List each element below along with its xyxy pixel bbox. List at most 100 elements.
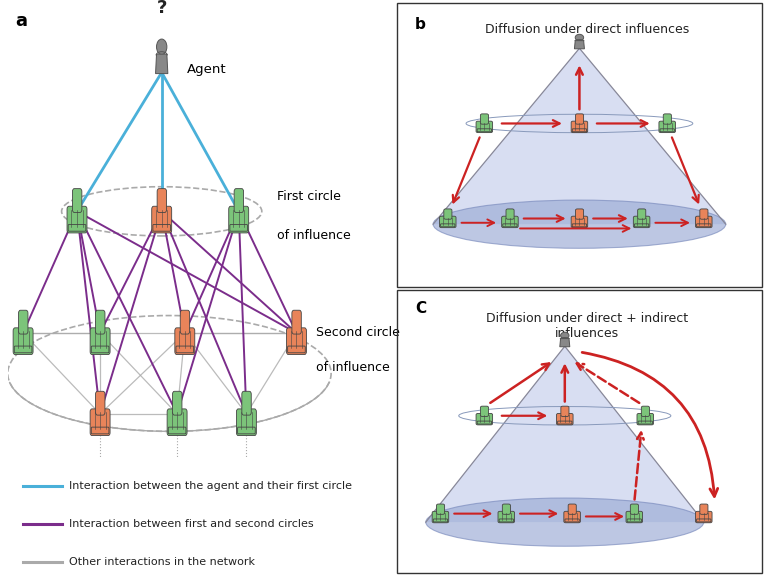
FancyArrowPatch shape: [582, 353, 718, 496]
FancyBboxPatch shape: [568, 504, 576, 514]
Text: C: C: [415, 301, 426, 316]
FancyBboxPatch shape: [13, 328, 33, 354]
FancyBboxPatch shape: [660, 129, 675, 132]
FancyBboxPatch shape: [637, 413, 654, 425]
FancyBboxPatch shape: [234, 189, 243, 212]
FancyBboxPatch shape: [506, 209, 514, 219]
Text: a: a: [15, 12, 28, 30]
FancyBboxPatch shape: [72, 189, 82, 212]
Ellipse shape: [433, 200, 725, 248]
FancyBboxPatch shape: [92, 346, 109, 353]
FancyBboxPatch shape: [697, 224, 711, 227]
FancyBboxPatch shape: [631, 504, 638, 514]
FancyBboxPatch shape: [503, 224, 517, 227]
FancyBboxPatch shape: [627, 519, 641, 522]
Circle shape: [156, 39, 167, 54]
FancyBboxPatch shape: [697, 519, 711, 522]
FancyBboxPatch shape: [444, 209, 452, 219]
FancyBboxPatch shape: [498, 511, 514, 523]
FancyBboxPatch shape: [476, 121, 493, 133]
Polygon shape: [579, 48, 725, 224]
FancyBboxPatch shape: [69, 225, 85, 231]
FancyBboxPatch shape: [152, 206, 172, 233]
Circle shape: [575, 34, 584, 41]
FancyBboxPatch shape: [434, 519, 447, 522]
FancyBboxPatch shape: [502, 504, 511, 514]
FancyBboxPatch shape: [571, 121, 588, 133]
FancyBboxPatch shape: [695, 511, 712, 523]
Text: Agent: Agent: [186, 63, 226, 76]
Polygon shape: [564, 346, 704, 522]
FancyBboxPatch shape: [167, 409, 187, 435]
FancyBboxPatch shape: [169, 427, 186, 434]
Text: Other interactions in the network: Other interactions in the network: [69, 556, 256, 567]
FancyBboxPatch shape: [292, 310, 301, 334]
FancyBboxPatch shape: [67, 206, 87, 233]
FancyBboxPatch shape: [700, 209, 708, 219]
FancyBboxPatch shape: [557, 413, 573, 425]
FancyBboxPatch shape: [440, 224, 455, 227]
Text: Interaction between the agent and their first circle: Interaction between the agent and their …: [69, 481, 353, 492]
FancyBboxPatch shape: [90, 409, 110, 435]
FancyBboxPatch shape: [176, 346, 193, 353]
FancyBboxPatch shape: [572, 129, 587, 132]
Text: ?: ?: [156, 0, 167, 17]
FancyBboxPatch shape: [175, 328, 195, 354]
Text: Interaction between first and second circles: Interaction between first and second cir…: [69, 519, 314, 529]
FancyBboxPatch shape: [700, 504, 708, 514]
FancyBboxPatch shape: [432, 511, 449, 523]
FancyBboxPatch shape: [440, 216, 456, 228]
FancyBboxPatch shape: [18, 310, 28, 334]
FancyBboxPatch shape: [634, 224, 649, 227]
FancyBboxPatch shape: [480, 114, 488, 124]
FancyBboxPatch shape: [229, 206, 249, 233]
FancyBboxPatch shape: [476, 413, 493, 425]
Circle shape: [561, 332, 569, 339]
Polygon shape: [156, 54, 168, 74]
FancyBboxPatch shape: [15, 346, 32, 353]
FancyBboxPatch shape: [180, 310, 189, 334]
Polygon shape: [426, 346, 704, 522]
FancyBboxPatch shape: [477, 421, 491, 424]
FancyBboxPatch shape: [95, 391, 105, 415]
FancyBboxPatch shape: [663, 114, 671, 124]
FancyBboxPatch shape: [242, 391, 251, 415]
FancyBboxPatch shape: [288, 346, 305, 353]
Text: of influence: of influence: [316, 361, 390, 374]
FancyBboxPatch shape: [230, 225, 247, 231]
FancyBboxPatch shape: [572, 224, 587, 227]
FancyBboxPatch shape: [480, 406, 488, 416]
Polygon shape: [560, 339, 570, 347]
FancyBboxPatch shape: [575, 209, 584, 219]
FancyBboxPatch shape: [641, 406, 649, 416]
FancyBboxPatch shape: [565, 519, 579, 522]
FancyBboxPatch shape: [571, 216, 588, 228]
FancyBboxPatch shape: [695, 216, 712, 228]
FancyBboxPatch shape: [437, 504, 444, 514]
Text: First circle: First circle: [277, 190, 341, 203]
FancyBboxPatch shape: [286, 328, 306, 354]
FancyBboxPatch shape: [626, 511, 642, 523]
FancyBboxPatch shape: [236, 409, 256, 435]
FancyBboxPatch shape: [153, 225, 170, 231]
Text: of influence: of influence: [277, 229, 351, 242]
FancyBboxPatch shape: [157, 189, 166, 212]
FancyBboxPatch shape: [638, 209, 646, 219]
FancyBboxPatch shape: [499, 519, 514, 522]
FancyBboxPatch shape: [575, 114, 584, 124]
FancyBboxPatch shape: [92, 427, 109, 434]
Text: Second circle: Second circle: [316, 327, 400, 339]
Ellipse shape: [426, 498, 704, 546]
Polygon shape: [574, 41, 584, 49]
Text: Diffusion under direct influences: Diffusion under direct influences: [484, 23, 689, 36]
Text: Diffusion under direct + indirect
influences: Diffusion under direct + indirect influe…: [486, 312, 688, 340]
Polygon shape: [433, 48, 725, 224]
FancyBboxPatch shape: [502, 216, 518, 228]
FancyBboxPatch shape: [564, 511, 581, 523]
FancyBboxPatch shape: [659, 121, 675, 133]
FancyBboxPatch shape: [172, 391, 182, 415]
Text: b: b: [415, 17, 426, 32]
FancyBboxPatch shape: [238, 427, 255, 434]
FancyBboxPatch shape: [95, 310, 105, 334]
FancyBboxPatch shape: [638, 421, 652, 424]
